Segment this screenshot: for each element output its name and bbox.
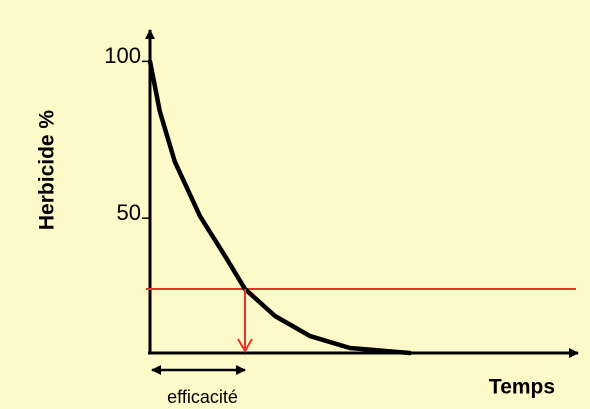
x-axis-label: Temps — [489, 376, 555, 399]
threshold-drop-head — [237, 338, 253, 353]
curve — [147, 59, 413, 356]
efficacy-label: efficacité — [167, 387, 238, 407]
y-tick-label: 50 — [117, 200, 141, 225]
y-tick-label: 100 — [104, 43, 141, 68]
y-axis-label: Herbicide % — [36, 110, 59, 231]
